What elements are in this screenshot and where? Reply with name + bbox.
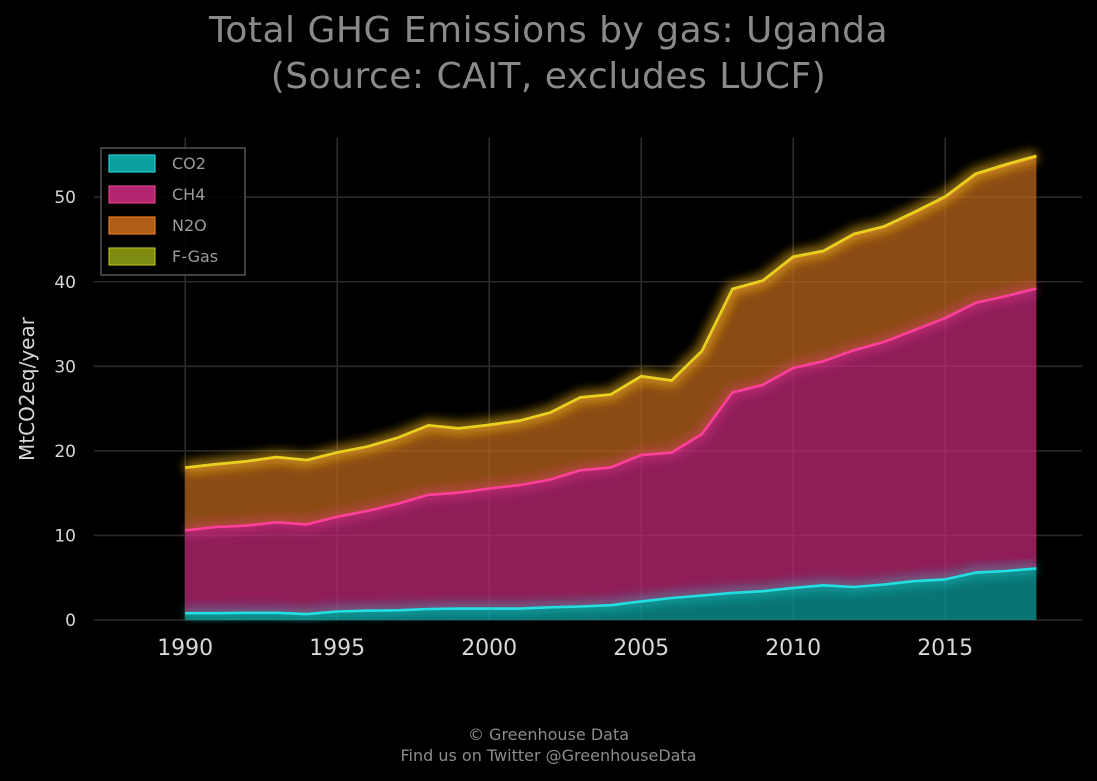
legend-swatch-co2 [108,154,156,173]
x-tick-label-2015: 2015 [917,636,973,661]
y-axis-label: MtCO2eq/year [15,316,39,461]
x-tick-label-2010: 2010 [765,636,821,661]
legend-label-f-gas: F-Gas [172,247,218,266]
y-tick-label-40: 40 [54,273,76,293]
legend: CO2 CH4 N2O F-Gas [100,147,246,276]
x-tick-label-2000: 2000 [461,636,517,661]
x-tick-label-1990: 1990 [157,636,213,661]
footer: © Greenhouse Data Find us on Twitter @Gr… [0,724,1097,766]
chart-title: Total GHG Emissions by gas: Uganda (Sour… [0,8,1097,100]
y-tick-label-10: 10 [54,526,76,546]
legend-label-ch4: CH4 [172,185,205,204]
series-lines [184,150,1039,621]
y-tick-label-0: 0 [65,611,76,631]
line-ch4 [185,287,1037,532]
x-tick-label-2005: 2005 [613,636,669,661]
y-tick-label-50: 50 [54,188,76,208]
legend-swatch-f-gas [108,247,156,266]
line-co2 [185,567,1037,616]
y-tick-label-20: 20 [54,442,76,462]
area-co2 [185,568,1037,620]
area-ch4 [185,288,1037,615]
axes: 1990 1995 2000 2005 2010 2015 0 10 20 30 40 50 MtCO2… [15,188,973,661]
legend-label-n2o: N2O [172,216,207,235]
line-f-gas [185,154,1037,469]
chart-title-line-1: Total GHG Emissions by gas: Uganda [208,10,889,51]
y-tick-label-30: 30 [54,357,76,377]
legend-swatch-ch4 [108,185,156,204]
chart-title-line-2: (Source: CAIT, excludes LUCF) [270,56,827,97]
x-tick-label-1995: 1995 [309,636,365,661]
legend-label-co2: CO2 [172,154,206,173]
footer-copyright: © Greenhouse Data [467,725,630,744]
legend-swatch-n2o [108,216,156,235]
footer-twitter: Find us on Twitter @GreenhouseData [400,746,697,765]
